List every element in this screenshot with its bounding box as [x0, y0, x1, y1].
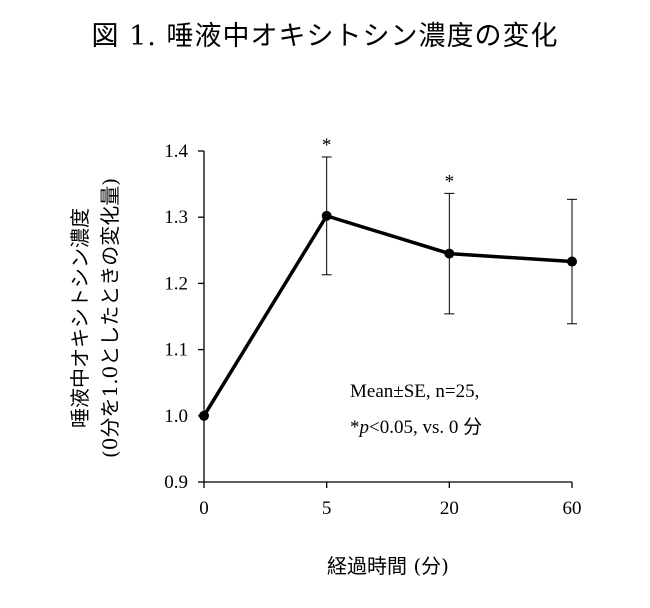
- y-axis-title-line2: (0分を1.0としたときの変化量): [98, 178, 122, 458]
- x-tick-label: 20: [440, 498, 459, 519]
- data-point: [444, 248, 455, 259]
- x-tick-label: 0: [199, 498, 209, 519]
- x-tick-label: 60: [563, 498, 582, 519]
- significance-markers: **: [322, 135, 454, 192]
- x-axis-title: 経過時間 (分): [327, 554, 449, 578]
- y-tick-label: 1.3: [164, 207, 188, 228]
- annotation-p: p: [358, 417, 370, 438]
- annotation-line2: *p<0.05, vs. 0 分: [350, 416, 482, 438]
- annotation-rest: <0.05, vs. 0 分: [369, 416, 482, 438]
- data-point: [199, 410, 209, 421]
- series-line: [202, 214, 573, 417]
- chart-title: 図 1. 唾液中オキシトシン濃度の変化: [91, 21, 559, 52]
- significance-star: *: [322, 135, 332, 156]
- annotation-star: *: [350, 417, 360, 438]
- significance-star: *: [445, 171, 455, 192]
- y-tick-label: 1.2: [164, 273, 188, 294]
- data-points: [199, 210, 577, 421]
- x-tick-label: 5: [322, 498, 332, 519]
- x-ticks: 0 5 20 60: [199, 482, 582, 519]
- annotation-line1: Mean±SE, n=25,: [350, 381, 479, 402]
- y-tick-label: 1.1: [164, 340, 188, 361]
- y-ticks: 0.9 1.0 1.1 1.2 1.3 1.4: [164, 141, 204, 493]
- y-tick-label: 1.0: [164, 406, 188, 427]
- data-point: [321, 210, 332, 221]
- data-point: [567, 256, 577, 267]
- y-tick-label: 1.4: [164, 141, 188, 162]
- y-tick-label: 0.9: [164, 472, 188, 493]
- axes: [203, 151, 572, 483]
- y-axis-title-line1: 唾液中オキシトシン濃度: [68, 208, 92, 428]
